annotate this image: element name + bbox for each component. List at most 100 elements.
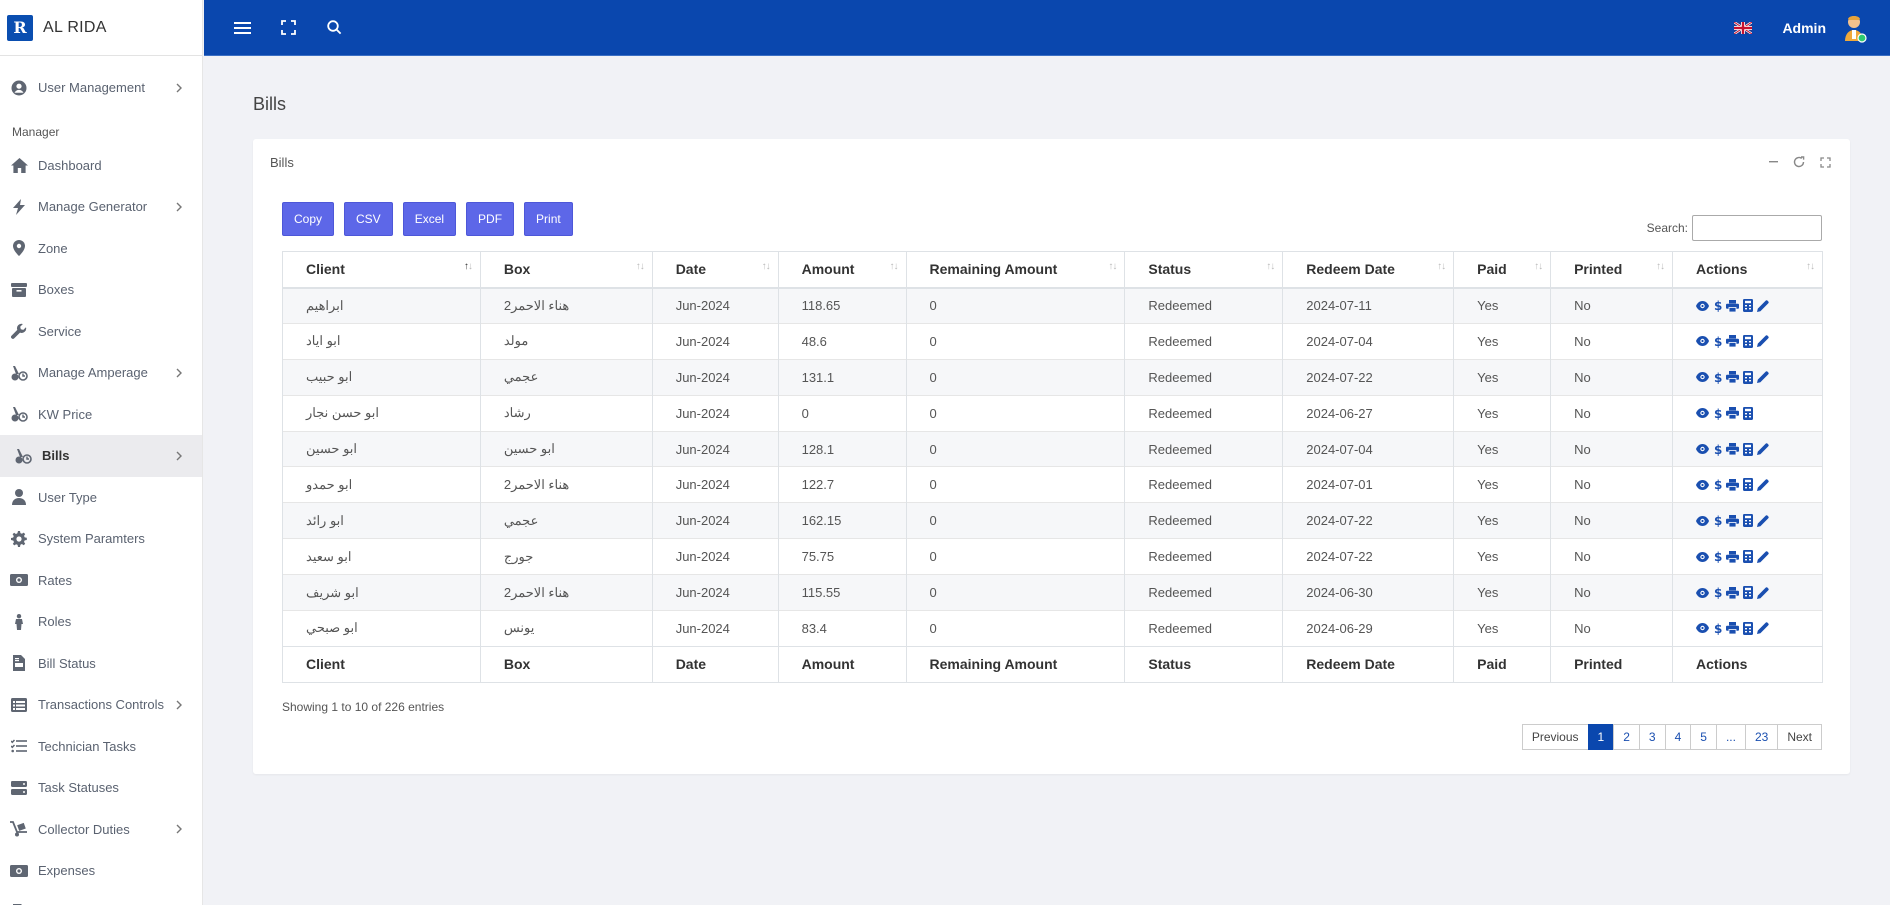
refresh-icon[interactable]: [1792, 155, 1806, 169]
table-row[interactable]: ابو شريف هناء الاحمر2 Jun-2024 115.55 0 Redee…: [282, 574, 1823, 611]
column-header-date[interactable]: Date ↑↓: [651, 251, 779, 289]
eye-icon[interactable]: [1696, 550, 1710, 563]
admin-name[interactable]: Admin: [1782, 19, 1826, 36]
print-button[interactable]: Print: [524, 202, 573, 236]
pdf-button[interactable]: PDF: [466, 202, 515, 236]
column-header-client[interactable]: Client ↑↓: [282, 251, 481, 289]
column-header-status[interactable]: Status ↑↓: [1124, 251, 1284, 289]
calculator-icon[interactable]: [1741, 299, 1754, 313]
eye-icon[interactable]: [1696, 371, 1710, 384]
sidebar-item-service[interactable]: Service: [0, 311, 202, 353]
minimize-icon[interactable]: [1766, 155, 1780, 169]
table-row[interactable]: ابو حبيب عجمي Jun-2024 131.1 0 Redeemed 2024-0…: [282, 358, 1823, 396]
calculator-icon[interactable]: [1741, 334, 1754, 348]
eye-icon[interactable]: [1696, 299, 1710, 312]
brand[interactable]: R AL RIDA: [0, 0, 202, 56]
dollar-icon[interactable]: $: [1711, 443, 1724, 456]
sidebar-item-zone[interactable]: Zone: [0, 228, 202, 270]
table-row[interactable]: ابو حمدو هناء الاحمر2 Jun-2024 122.7 0 Redeem…: [282, 466, 1823, 503]
page-button-5[interactable]: 5: [1690, 724, 1717, 750]
avatar[interactable]: [1840, 13, 1868, 43]
uk-flag-icon[interactable]: [1734, 21, 1753, 34]
dollar-icon[interactable]: $: [1711, 514, 1724, 527]
print-icon[interactable]: [1726, 407, 1740, 420]
fullscreen-icon[interactable]: [276, 16, 300, 40]
dollar-icon[interactable]: $: [1711, 622, 1724, 635]
eye-icon[interactable]: [1696, 514, 1710, 527]
sidebar-item-suspense-bills[interactable]: Suspense Bills: [0, 892, 202, 905]
dollar-icon[interactable]: $: [1711, 550, 1724, 563]
table-row[interactable]: ابو حسين ابو حسين Jun-2024 128.1 0 Redeemed 20…: [282, 430, 1823, 467]
sidebar-item-user-management[interactable]: User Management: [0, 67, 202, 109]
sidebar-item-bill-status[interactable]: Bill Status: [0, 643, 202, 685]
previous-page-button[interactable]: Previous: [1521, 724, 1589, 750]
table-row[interactable]: ابو صبحي يونس Jun-2024 83.4 0 Redeemed 2024-06…: [282, 610, 1823, 647]
table-row[interactable]: ابو سعيد جورج Jun-2024 75.75 0 Redeemed 2024-0…: [282, 538, 1823, 575]
sidebar-item-rates[interactable]: Rates: [0, 560, 202, 602]
dollar-icon[interactable]: $: [1711, 586, 1724, 599]
print-icon[interactable]: [1726, 478, 1740, 491]
calculator-icon[interactable]: [1741, 478, 1754, 492]
calculator-icon[interactable]: [1741, 442, 1754, 456]
excel-button[interactable]: Excel: [402, 202, 457, 236]
column-header-remaining-amount[interactable]: Remaining Amount ↑↓: [905, 251, 1126, 289]
pencil-icon[interactable]: [1756, 586, 1769, 599]
expand-icon[interactable]: [1818, 155, 1832, 169]
menu-icon[interactable]: [230, 16, 254, 40]
sidebar-item-kw-price[interactable]: KW Price: [0, 394, 202, 436]
dollar-icon[interactable]: $: [1711, 407, 1724, 420]
copy-button[interactable]: Copy: [282, 202, 335, 236]
dollar-icon[interactable]: $: [1711, 371, 1724, 384]
search-input[interactable]: [1692, 215, 1822, 241]
column-header-amount[interactable]: Amount ↑↓: [777, 251, 907, 289]
sidebar-item-expenses[interactable]: Expenses: [0, 850, 202, 892]
sidebar-item-system-paramters[interactable]: System Paramters: [0, 518, 202, 560]
sidebar-item-technician-tasks[interactable]: Technician Tasks: [0, 726, 202, 768]
table-row[interactable]: ابو اياد مولد Jun-2024 48.6 0 Redeemed 2024-07…: [282, 322, 1823, 360]
page-button-23[interactable]: 23: [1744, 724, 1779, 750]
print-icon[interactable]: [1726, 622, 1740, 635]
pencil-icon[interactable]: [1756, 622, 1769, 635]
sidebar-item-task-statuses[interactable]: Task Statuses: [0, 767, 202, 809]
sidebar-item-manage-generator[interactable]: Manage Generator: [0, 186, 202, 228]
eye-icon[interactable]: [1696, 586, 1710, 599]
pencil-icon[interactable]: [1756, 299, 1769, 312]
sidebar-item-user-type[interactable]: User Type: [0, 477, 202, 519]
dollar-icon[interactable]: $: [1711, 299, 1724, 312]
column-header-actions[interactable]: Actions ↑↓: [1672, 251, 1823, 289]
eye-icon[interactable]: [1696, 335, 1710, 348]
eye-icon[interactable]: [1696, 478, 1710, 491]
print-icon[interactable]: [1726, 299, 1740, 312]
pencil-icon[interactable]: [1756, 443, 1769, 456]
sidebar-item-bills[interactable]: Bills: [0, 435, 202, 477]
print-icon[interactable]: [1726, 335, 1740, 348]
calculator-icon[interactable]: [1741, 550, 1754, 564]
print-icon[interactable]: [1726, 514, 1740, 527]
print-icon[interactable]: [1726, 586, 1740, 599]
table-row[interactable]: ابراهيم هناء الاحمر2 Jun-2024 118.65 0 Redeem…: [282, 287, 1823, 324]
pencil-icon[interactable]: [1756, 478, 1769, 491]
sidebar-item-collector-duties[interactable]: Collector Duties: [0, 809, 202, 851]
print-icon[interactable]: [1726, 550, 1740, 563]
next-page-button[interactable]: Next: [1777, 724, 1822, 750]
page-button-3[interactable]: 3: [1638, 724, 1666, 750]
eye-icon[interactable]: [1696, 407, 1710, 420]
sidebar-item-manage-amperage[interactable]: Manage Amperage: [0, 352, 202, 394]
column-header-redeem-date[interactable]: Redeem Date ↑↓: [1282, 251, 1455, 289]
column-header-paid[interactable]: Paid ↑↓: [1453, 251, 1552, 289]
dollar-icon[interactable]: $: [1711, 335, 1724, 348]
eye-icon[interactable]: [1696, 443, 1710, 456]
calculator-icon[interactable]: [1741, 514, 1754, 528]
pencil-icon[interactable]: [1756, 335, 1769, 348]
pencil-icon[interactable]: [1756, 550, 1769, 563]
page-button-1[interactable]: 1: [1587, 724, 1615, 750]
table-row[interactable]: ابو رائد عجمي Jun-2024 162.15 0 Redeemed 2024-…: [282, 502, 1823, 539]
csv-button[interactable]: CSV: [344, 202, 393, 236]
calculator-icon[interactable]: [1741, 370, 1754, 384]
column-header-box[interactable]: Box ↑↓: [479, 251, 653, 289]
sidebar-item-roles[interactable]: Roles: [0, 601, 202, 643]
pencil-icon[interactable]: [1756, 371, 1769, 384]
calculator-icon[interactable]: [1741, 406, 1754, 420]
search-icon[interactable]: [322, 16, 346, 40]
sidebar-item-boxes[interactable]: Boxes: [0, 269, 202, 311]
